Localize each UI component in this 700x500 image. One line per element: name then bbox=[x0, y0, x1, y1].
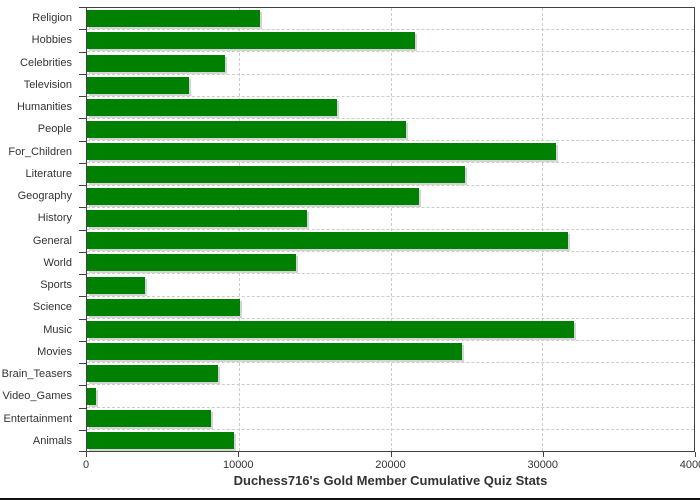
y-axis-tick-mark bbox=[79, 274, 86, 275]
bar-video_games bbox=[87, 387, 97, 405]
chart-row bbox=[87, 140, 694, 162]
bar-rows bbox=[87, 8, 694, 451]
bar-movies bbox=[87, 343, 462, 361]
bar-general bbox=[87, 232, 569, 250]
bar-entertainment bbox=[87, 409, 212, 427]
chart-row bbox=[87, 229, 694, 251]
y-tick-label: Celebrities bbox=[20, 56, 72, 69]
chart-row bbox=[87, 51, 694, 73]
plot-area bbox=[86, 7, 695, 452]
chart-row bbox=[87, 273, 694, 295]
chart-row bbox=[87, 428, 694, 451]
chart-row bbox=[87, 8, 694, 29]
bar-history bbox=[87, 209, 308, 227]
bar-humanities bbox=[87, 98, 338, 116]
bar-science bbox=[87, 298, 240, 316]
y-tick-label: History bbox=[37, 212, 72, 225]
y-axis-tick-mark bbox=[79, 318, 86, 320]
bar-television bbox=[87, 76, 189, 94]
x-axis-tick-mark bbox=[86, 452, 87, 457]
x-axis: 0 10000 20000 30000 40000 bbox=[82, 452, 700, 478]
bar-music bbox=[87, 320, 575, 338]
y-tick-label: Music bbox=[43, 323, 72, 336]
y-tick-label: For_Children bbox=[8, 145, 72, 158]
bar-sports bbox=[87, 276, 145, 294]
chart-row bbox=[87, 29, 694, 51]
y-tick-label: Television bbox=[23, 78, 72, 91]
y-axis-tick-mark bbox=[79, 296, 86, 298]
chart-row bbox=[87, 251, 694, 273]
chart-title: Duchess716's Gold Member Cumulative Quiz… bbox=[233, 473, 548, 488]
y-axis-tick-mark bbox=[79, 207, 86, 209]
x-tick-label: 40000 bbox=[679, 459, 700, 471]
y-axis-tick-mark bbox=[79, 429, 86, 431]
y-tick-label: Geography bbox=[17, 190, 72, 203]
y-tick-label: World bbox=[43, 256, 72, 269]
chart-row bbox=[87, 406, 694, 429]
y-tick-label: Humanities bbox=[16, 101, 72, 114]
x-tick-label: 20000 bbox=[375, 459, 406, 471]
y-tick-label: Science bbox=[32, 301, 72, 314]
chart-row bbox=[87, 317, 694, 340]
x-tick-label: 30000 bbox=[527, 459, 559, 471]
y-tick-label: Entertainment bbox=[3, 412, 72, 425]
y-axis-tick-mark bbox=[79, 185, 86, 186]
y-axis-tick-mark bbox=[79, 118, 86, 120]
x-axis-tick-mark bbox=[542, 452, 544, 457]
y-axis-tick-mark bbox=[79, 229, 86, 231]
bottom-border-line bbox=[0, 498, 700, 500]
x-tick-label: 10000 bbox=[222, 459, 254, 471]
y-axis-tick-mark bbox=[79, 51, 86, 53]
y-axis-tick-mark bbox=[79, 96, 86, 97]
y-axis-tick-mark bbox=[79, 251, 86, 253]
y-tick-label: General bbox=[32, 234, 72, 247]
y-axis-labels: Religion Hobbies Celebrities Television Huma… bbox=[0, 7, 79, 452]
y-axis-tick-mark bbox=[79, 451, 86, 452]
chart-row bbox=[87, 362, 694, 384]
bar-for_children bbox=[87, 143, 556, 161]
y-axis-tick-mark bbox=[79, 29, 86, 31]
chart-row bbox=[87, 384, 694, 406]
y-tick-label: Animals bbox=[32, 434, 72, 447]
x-axis-tick-mark bbox=[390, 452, 392, 457]
bar-world bbox=[87, 254, 297, 272]
y-axis-tick-mark bbox=[79, 162, 86, 164]
y-axis-tick-mark bbox=[79, 407, 86, 409]
y-axis-tick-mark bbox=[79, 140, 86, 142]
bar-animals bbox=[87, 431, 235, 449]
chart-row bbox=[87, 73, 694, 96]
y-axis-tick-mark bbox=[79, 7, 86, 8]
bar-people bbox=[87, 121, 406, 139]
chart-row bbox=[87, 184, 694, 207]
bar-geography bbox=[87, 187, 420, 205]
y-tick-label: Hobbies bbox=[31, 34, 72, 47]
x-axis-tick-mark bbox=[238, 452, 240, 457]
bar-literature bbox=[87, 165, 465, 183]
chart-row bbox=[87, 162, 694, 184]
bar-religion bbox=[87, 10, 260, 28]
y-axis-tick-mark bbox=[79, 340, 86, 342]
y-tick-label: People bbox=[37, 123, 72, 136]
chart-row bbox=[87, 95, 694, 118]
x-axis-tick-mark bbox=[695, 452, 696, 457]
bar-celebrities bbox=[87, 54, 226, 72]
y-axis-tick-mark bbox=[79, 73, 86, 75]
y-tick-label: Religion bbox=[32, 12, 72, 25]
y-tick-label: Video_Games bbox=[2, 390, 72, 403]
y-tick-label: Literature bbox=[25, 167, 72, 180]
bar-hobbies bbox=[87, 32, 415, 50]
y-tick-label: Sports bbox=[40, 279, 72, 292]
chart-row bbox=[87, 206, 694, 229]
chart-row bbox=[87, 118, 694, 140]
chart-row bbox=[87, 295, 694, 318]
y-axis-ticks bbox=[79, 7, 86, 452]
y-tick-label: Brain_Teasers bbox=[1, 368, 72, 381]
y-axis-tick-mark bbox=[79, 363, 86, 364]
x-tick-label: 0 bbox=[82, 459, 90, 471]
y-axis-tick-mark bbox=[79, 385, 86, 387]
bar-brain_teasers bbox=[87, 365, 219, 383]
chart-row bbox=[87, 340, 694, 362]
y-tick-label: Movies bbox=[37, 345, 72, 358]
